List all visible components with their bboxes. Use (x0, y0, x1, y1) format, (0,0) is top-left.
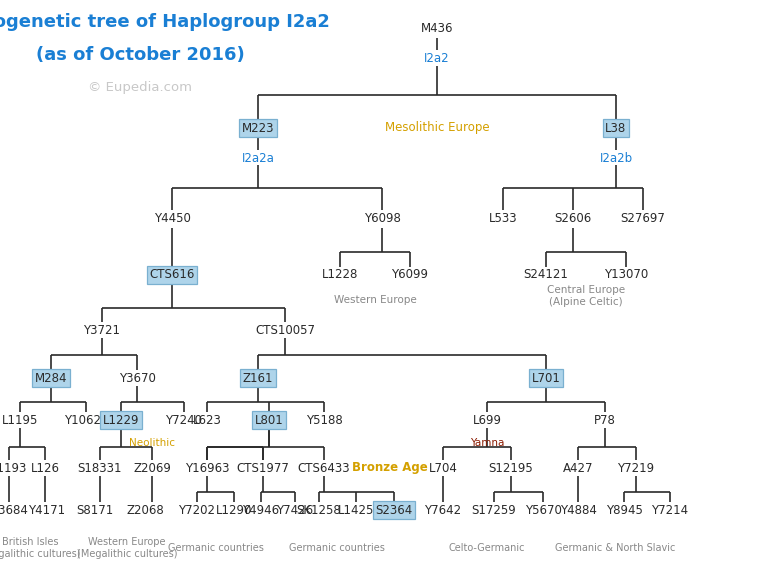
Text: Yamna: Yamna (470, 438, 504, 448)
Text: CTS1977: CTS1977 (236, 462, 289, 475)
Text: Y3721: Y3721 (83, 324, 120, 336)
Text: P78: P78 (594, 414, 616, 427)
Text: S2606: S2606 (555, 212, 591, 224)
Text: I2a2: I2a2 (424, 51, 450, 65)
Text: Y6098: Y6098 (363, 212, 400, 224)
Text: L699: L699 (473, 414, 502, 427)
Text: © Eupedia.com: © Eupedia.com (88, 81, 192, 94)
Text: L126: L126 (30, 462, 59, 475)
Text: L801: L801 (254, 414, 283, 427)
Text: L623: L623 (193, 414, 222, 427)
Text: Y5670: Y5670 (525, 503, 562, 517)
Text: L704: L704 (428, 462, 457, 475)
Text: Y7219: Y7219 (618, 462, 654, 475)
Text: Central Europe
(Alpine Celtic): Central Europe (Alpine Celtic) (547, 285, 625, 307)
Text: British Isles
(Megalithic cultures): British Isles (Megalithic cultures) (0, 537, 80, 559)
Text: Y10626: Y10626 (64, 414, 108, 427)
Text: Y7426: Y7426 (276, 503, 314, 517)
Text: Y7214: Y7214 (651, 503, 689, 517)
Text: Y3670: Y3670 (119, 371, 155, 384)
Text: Y7202: Y7202 (179, 503, 215, 517)
Text: Germanic countries: Germanic countries (289, 543, 385, 553)
Text: Bronze Age: Bronze Age (352, 462, 428, 475)
Text: Y16963: Y16963 (185, 462, 229, 475)
Text: Y7240: Y7240 (165, 414, 203, 427)
Text: Y6099: Y6099 (392, 268, 428, 281)
Text: Mesolithic Europe: Mesolithic Europe (385, 121, 489, 134)
Text: S2364: S2364 (375, 503, 413, 517)
Text: (as of October 2016): (as of October 2016) (36, 46, 244, 64)
Text: A427: A427 (562, 462, 594, 475)
Text: L533: L533 (489, 212, 517, 224)
Text: L1229: L1229 (103, 414, 140, 427)
Text: L1290: L1290 (216, 503, 252, 517)
Text: Z2069: Z2069 (133, 462, 171, 475)
Text: Y5188: Y5188 (306, 414, 342, 427)
Text: I2a2b: I2a2b (600, 152, 633, 165)
Text: S27697: S27697 (621, 212, 665, 224)
Text: S12195: S12195 (488, 462, 534, 475)
Text: Germanic & North Slavic: Germanic & North Slavic (555, 543, 675, 553)
Text: CTS616: CTS616 (149, 268, 195, 281)
Text: L1425: L1425 (338, 503, 374, 517)
Text: Phylogenetic tree of Haplogroup I2a2: Phylogenetic tree of Haplogroup I2a2 (0, 13, 330, 31)
Text: Z2068: Z2068 (126, 503, 164, 517)
Text: Western Europe
(Megalithic cultures): Western Europe (Megalithic cultures) (76, 537, 177, 559)
Text: M284: M284 (35, 371, 67, 384)
Text: Z161: Z161 (243, 371, 273, 384)
Text: SK1258: SK1258 (296, 503, 342, 517)
Text: L701: L701 (531, 371, 561, 384)
Text: I2a2a: I2a2a (242, 152, 275, 165)
Text: S17259: S17259 (472, 503, 516, 517)
Text: Western Europe: Western Europe (334, 295, 417, 305)
Text: S8171: S8171 (76, 503, 114, 517)
Text: CTS6433: CTS6433 (298, 462, 350, 475)
Text: Celto-Germanic: Celto-Germanic (448, 543, 525, 553)
Text: L1193: L1193 (0, 462, 27, 475)
Text: Y3684: Y3684 (0, 503, 27, 517)
Text: Neolithic: Neolithic (129, 438, 175, 448)
Text: M223: M223 (242, 121, 275, 134)
Text: Y7642: Y7642 (424, 503, 462, 517)
Text: Y13070: Y13070 (604, 268, 648, 281)
Text: M436: M436 (420, 22, 453, 34)
Text: Y4171: Y4171 (28, 503, 66, 517)
Text: CTS10057: CTS10057 (255, 324, 315, 336)
Text: S24121: S24121 (523, 268, 569, 281)
Text: Y8945: Y8945 (605, 503, 643, 517)
Text: Y4946: Y4946 (243, 503, 279, 517)
Text: Y4450: Y4450 (154, 212, 190, 224)
Text: L38: L38 (605, 121, 626, 134)
Text: Germanic countries: Germanic countries (168, 543, 264, 553)
Text: Y4884: Y4884 (559, 503, 597, 517)
Text: L1195: L1195 (2, 414, 38, 427)
Text: L1228: L1228 (322, 268, 358, 281)
Text: S18331: S18331 (78, 462, 122, 475)
